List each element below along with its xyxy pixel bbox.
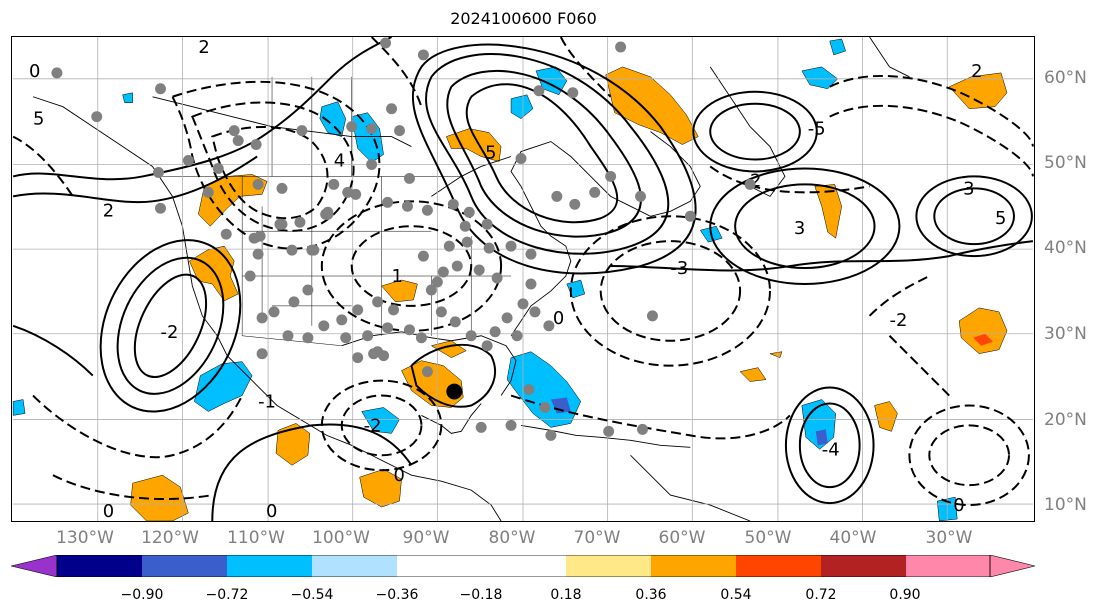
lat-label: 40°N: [1044, 238, 1087, 258]
contour-label: 5: [33, 109, 44, 130]
contour-label: 0: [266, 501, 277, 521]
contour-label: 0: [103, 501, 114, 521]
shade-cyan: [506, 351, 582, 428]
strong-shading: [550, 333, 994, 446]
colorbar-segment: [397, 555, 566, 577]
lon-label: 130°W: [56, 528, 114, 548]
lon-label: 70°W: [573, 528, 621, 548]
colorbar-segment-high-extend: [989, 554, 1036, 578]
contour-label: -2: [364, 415, 382, 436]
colorbar-segment: [821, 555, 906, 577]
contour-label: -2: [889, 310, 907, 331]
colorbar-segment: [736, 555, 821, 577]
colorbar-segment-low-extend: [10, 554, 58, 578]
lon-label: 60°W: [658, 528, 706, 548]
shade-orange: [948, 72, 1008, 109]
colorbar-segment: [906, 555, 990, 577]
colorbar-segment: [57, 555, 142, 577]
lat-label: 50°N: [1044, 153, 1087, 173]
contour-label: 0: [553, 308, 564, 329]
lon-label: 30°W: [925, 528, 973, 548]
contour-label: 5: [485, 142, 496, 163]
shade-cyan: [801, 399, 836, 450]
lon-label: 110°W: [227, 528, 285, 548]
shade-cyan: [566, 279, 586, 299]
contour-label: 0: [394, 465, 405, 486]
contour-label: 0: [953, 495, 964, 516]
contour-label: -4: [822, 439, 840, 460]
lon-label: 120°W: [141, 528, 199, 548]
contour-label: 3: [794, 218, 805, 239]
shade-orange: [198, 174, 268, 227]
contour-labels: 5 2 0 2 -2 4 3 1 -2 5 0 -5 -4 2 3 -3 -2 …: [29, 37, 1006, 521]
contour-label: -5: [808, 119, 826, 140]
lat-label: 30°N: [1044, 324, 1087, 344]
contour-label: 4: [334, 150, 345, 171]
contour-label: 2: [971, 61, 982, 82]
station-dots: [51, 37, 756, 441]
lon-label: 80°W: [488, 528, 536, 548]
map-panel[interactable]: 5 2 0 2 -2 4 3 1 -2 5 0 -5 -4 2 3 -3 -2 …: [11, 36, 1035, 522]
contour-label: 2: [103, 200, 114, 221]
shade-cyan: [319, 101, 346, 137]
contour-label: -3: [670, 258, 688, 279]
colorbar-tick-label: −0.54: [290, 587, 334, 603]
negative-shading: [12, 38, 958, 521]
contour-label: 5: [995, 208, 1006, 229]
lon-label: 40°W: [829, 528, 877, 548]
shade-orange: [605, 66, 699, 145]
shade-orange: [814, 184, 842, 239]
colorbar-tick-label: 0.90: [889, 587, 921, 603]
shade-orange: [189, 245, 239, 302]
contour-label: 2: [198, 37, 209, 58]
shade-orange: [381, 279, 418, 303]
shade-orange: [275, 423, 311, 466]
contour-label: 1: [392, 266, 403, 287]
shade-orange: [958, 307, 1008, 354]
colorbar: [10, 554, 1036, 581]
shade-blue: [815, 429, 828, 446]
colorbar-tick-label: −0.18: [459, 587, 503, 603]
contour-label: 2: [750, 170, 761, 191]
shade-orange: [445, 128, 502, 162]
colorbar-tick-label: 0.72: [805, 587, 837, 603]
shade-cyan: [510, 94, 534, 119]
plot-title: 2024100600 F060: [450, 9, 597, 28]
colorbar-tick-label: 0.36: [635, 587, 667, 603]
colorbar-segment: [312, 555, 397, 577]
colorbar-tick-label: 0.18: [550, 587, 582, 603]
shade-cyan: [12, 399, 26, 416]
shade-orange: [739, 367, 767, 382]
colorbar-segment: [142, 555, 227, 577]
map-canvas: 5 2 0 2 -2 4 3 1 -2 5 0 -5 -4 2 3 -3 -2 …: [12, 37, 1034, 521]
colorbar-segment: [651, 555, 736, 577]
lat-label: 10°N: [1044, 495, 1087, 515]
colorbar-segment: [566, 555, 651, 577]
shade-orange: [874, 401, 898, 432]
shade-cyan: [194, 361, 253, 412]
colorbar-tick-label: −0.72: [205, 587, 249, 603]
coastlines: [32, 37, 910, 521]
lon-label: 50°W: [744, 528, 792, 548]
colorbar-tick-label: 0.54: [720, 587, 752, 603]
colorbar-segment: [227, 555, 312, 577]
positive-contours: [12, 37, 1034, 521]
lon-label: 100°W: [312, 528, 370, 548]
colorbar-tick-label: −0.90: [120, 587, 164, 603]
shade-cyan: [361, 407, 400, 434]
contour-label: 3: [963, 178, 974, 199]
shade-orange: [769, 351, 783, 359]
shade-cyan: [829, 38, 846, 56]
colorbar-tick-label: −0.36: [375, 587, 419, 603]
shade-cyan: [801, 66, 839, 90]
contour-label: 0: [29, 61, 40, 82]
contour-label: -2: [160, 322, 178, 343]
lat-label: 20°N: [1044, 410, 1087, 430]
lon-label: 90°W: [402, 528, 450, 548]
contour-label: -1: [258, 391, 276, 412]
storm-center-marker[interactable]: [446, 383, 463, 400]
shade-cyan: [122, 92, 133, 103]
lat-label: 60°N: [1044, 68, 1087, 88]
graticule: [13, 37, 1033, 521]
